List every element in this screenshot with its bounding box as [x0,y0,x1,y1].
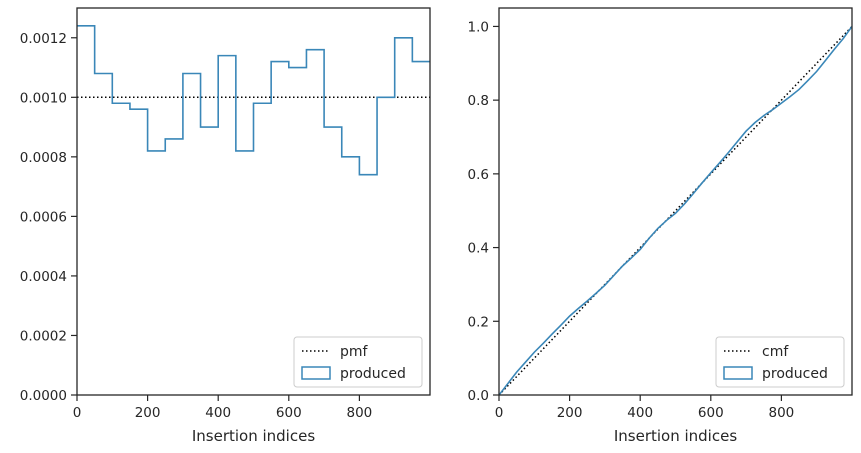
x-axis-label: Insertion indices [192,427,315,445]
x-tick-label: 0 [495,405,504,421]
pmf-chart-panel: 0 200 400 600 800 0.0000 0.0002 0.0004 0.0006 0.0… [20,7,431,445]
x-tick-label: 400 [205,405,231,421]
x-tick-label: 600 [276,405,302,421]
legend-marker-produced [723,366,753,380]
x-tick-label: 600 [698,405,724,421]
axes-frame [498,7,853,396]
legend-label-produced: produced [340,366,406,382]
x-tick-label: 0 [73,405,82,421]
y-tick-label: 0.0012 [20,31,67,47]
plot-area [77,25,430,176]
y-tick-label: 0.0008 [20,150,67,166]
y-tick-label: 0.0004 [20,269,67,285]
series-line-produced [499,25,852,395]
x-tick-label: 400 [627,405,653,421]
legend: cmf produced [715,336,845,388]
y-tick-label: 0.2 [468,314,489,330]
legend-marker-produced [301,366,331,380]
y-tick-label: 0.8 [468,93,489,109]
y-tick-label: 0.0000 [20,388,67,404]
x-axis-label: Insertion indices [614,427,737,445]
series-line-produced [77,25,430,176]
y-tick-label: 0.0 [468,388,489,404]
y-tick-label: 0.4 [468,241,489,257]
legend-label-cmf: cmf [762,344,789,360]
x-tick-label: 200 [135,405,161,421]
x-tick-label: 200 [557,405,583,421]
legend-label-produced: produced [762,366,828,382]
legend: pmf produced [293,336,423,388]
legend-label-pmf: pmf [340,344,369,360]
x-tick-label: 800 [347,405,373,421]
plot-area [499,25,852,395]
legend-box [715,336,845,388]
y-tick-label: 0.0006 [20,209,67,225]
y-tick-label: 1.0 [468,19,489,35]
legend-box [293,336,423,388]
series-line-cmf [499,25,852,395]
y-tick-label: 0.6 [468,167,489,183]
x-tick-label: 800 [769,405,795,421]
y-tick-label: 0.0002 [20,328,67,344]
axes-frame [76,7,431,396]
cmf-chart-panel: 0 200 400 600 800 0.0 0.2 0.4 0.6 0.8 1.0 Insertion… [468,7,853,445]
y-tick-label: 0.0010 [20,90,67,106]
